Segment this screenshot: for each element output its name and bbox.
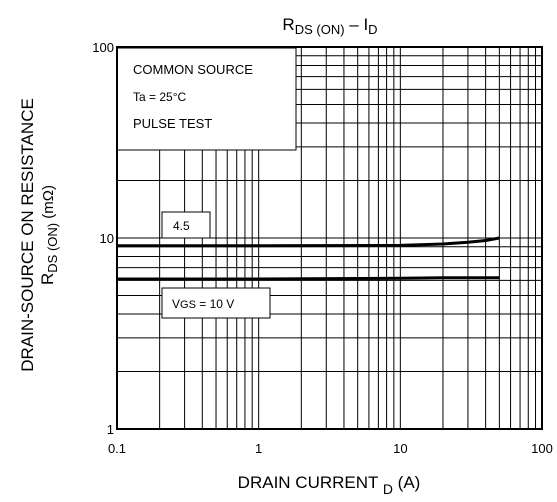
x-axis-label-sub: D bbox=[383, 481, 393, 497]
x-tick-label-2: 10 bbox=[393, 441, 407, 456]
series-line-1 bbox=[117, 276, 500, 281]
conditions-box: COMMON SOURCE Ta = 25°C PULSE TEST bbox=[116, 47, 297, 151]
series-lines bbox=[117, 236, 500, 281]
chart-title: RDS (ON) – ID bbox=[282, 15, 377, 37]
annotation-vgs-10-sub: GS bbox=[180, 299, 196, 311]
x-axis-label-text: DRAIN CURRENT bbox=[238, 473, 383, 492]
series-line-0 bbox=[117, 236, 500, 248]
y-tick-label-1: 10 bbox=[100, 231, 114, 246]
tick-labels: 0.1 1 10 100 1 10 100 bbox=[92, 40, 553, 456]
y-axis-label-unit: (mΩ) bbox=[40, 185, 57, 223]
annotation-vgs-4-5-box bbox=[161, 211, 211, 239]
x-tick-label-1: 1 bbox=[255, 441, 262, 456]
y-axis-label-sub: DS (ON) bbox=[45, 223, 60, 273]
annotation-vgs-10-main: V bbox=[172, 297, 180, 311]
title-end-sub: D bbox=[368, 22, 377, 37]
condition-line-1: COMMON SOURCE bbox=[133, 62, 253, 77]
y-axis-label: DRAIN-SOURCE ON RESISTANCE RDS (ON) (mΩ) bbox=[18, 98, 60, 372]
y-tick-label-0: 1 bbox=[107, 422, 114, 437]
condition-line-3: PULSE TEST bbox=[133, 116, 212, 131]
annotation-vgs-4-5: 4.5 bbox=[161, 211, 211, 239]
x-axis-label-unit: (A) bbox=[393, 473, 420, 492]
annotation-vgs-10: VGS = 10 V bbox=[161, 287, 271, 319]
y-tick-label-2: 100 bbox=[92, 40, 114, 55]
annotation-vgs-4-5-label: 4.5 bbox=[173, 219, 190, 233]
title-main: R bbox=[282, 15, 294, 34]
conditions-box-frame bbox=[116, 47, 297, 151]
plot-frame bbox=[116, 46, 543, 430]
x-tick-label-0: 0.1 bbox=[108, 441, 126, 456]
annotation-vgs-10-end: = 10 V bbox=[196, 297, 234, 311]
x-axis-label: DRAIN CURRENT D (A) bbox=[238, 473, 421, 497]
annotation-vgs-10-label: VGS = 10 V bbox=[172, 297, 234, 311]
y-axis-label-main: R bbox=[38, 273, 57, 285]
x-tick-label-3: 100 bbox=[531, 441, 553, 456]
title-sep: – I bbox=[345, 15, 369, 34]
title-main-sub: DS (ON) bbox=[295, 22, 345, 37]
annotation-vgs-10-box bbox=[161, 287, 271, 319]
y-axis-label-line1: DRAIN-SOURCE ON RESISTANCE bbox=[18, 98, 37, 372]
y-axis-label-line2: RDS (ON) (mΩ) bbox=[38, 185, 60, 285]
condition-line-2: Ta = 25°C bbox=[133, 90, 186, 104]
